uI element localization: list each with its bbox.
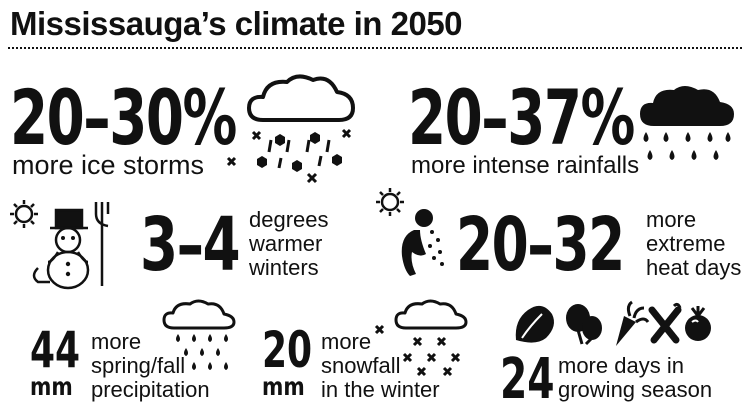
snowfall-label-line-3: in the winter — [321, 377, 440, 402]
snowfall-label-line-1: more — [321, 329, 372, 354]
winter-label-line-2: warmer — [249, 231, 323, 256]
winter-label-line-1: degrees — [249, 207, 329, 232]
cloud-rain-icon — [162, 299, 236, 370]
page-title: Mississauga’s climate in 2050 — [10, 5, 463, 42]
snowfall-label: more snowfall in the winter — [321, 330, 440, 402]
growing-label: more days in growing season — [558, 354, 712, 402]
winter-value: 3–4 — [140, 202, 241, 288]
vegetable-cross-icon — [648, 302, 682, 344]
cloud-snow-icon — [374, 299, 468, 377]
ice-storms-label: more ice storms — [12, 150, 205, 180]
rainfall-value: 20–37% — [408, 73, 635, 162]
spinach-icon — [566, 304, 602, 346]
winter-label-line-3: winters — [249, 255, 319, 280]
heat-person-icon — [376, 188, 444, 276]
growing-label-line-2: growing season — [558, 377, 713, 402]
snowfall-unit: mm — [262, 372, 305, 401]
winter-label: degrees warmer winters — [249, 208, 329, 280]
precip-value: 44 — [30, 321, 81, 379]
heat-label-line-2: extreme — [646, 231, 726, 256]
snowfall-label-line-2: snowfall — [321, 353, 401, 378]
vegetables-row — [515, 300, 711, 346]
ice-storms-value: 20–30% — [10, 73, 237, 162]
precip-label-line-2: spring/fall — [91, 353, 186, 378]
precip-label: more spring/fall precipitation — [91, 330, 210, 402]
lettuce-icon — [515, 305, 554, 343]
precip-unit: mm — [30, 372, 73, 401]
carrot-icon — [616, 300, 650, 346]
growing-label-line-1: more days in — [558, 353, 684, 378]
heat-label: more extreme heat days — [646, 208, 741, 280]
snowfall-value: 20 — [262, 321, 313, 379]
snowman-icon — [10, 200, 110, 290]
cloud-ice-storm-icon — [226, 74, 355, 184]
heat-label-line-3: heat days — [646, 255, 742, 280]
dark-cloud-rain-icon — [640, 86, 734, 160]
precip-label-line-1: more — [91, 329, 142, 354]
heat-value: 20–32 — [456, 202, 625, 288]
rainfall-label: more intense rainfalls — [411, 152, 640, 179]
heat-label-line-1: more — [646, 207, 697, 232]
title-divider — [8, 47, 742, 49]
growing-value: 24 — [500, 347, 555, 412]
tomato-icon — [685, 306, 711, 341]
precip-label-line-3: precipitation — [91, 377, 210, 402]
